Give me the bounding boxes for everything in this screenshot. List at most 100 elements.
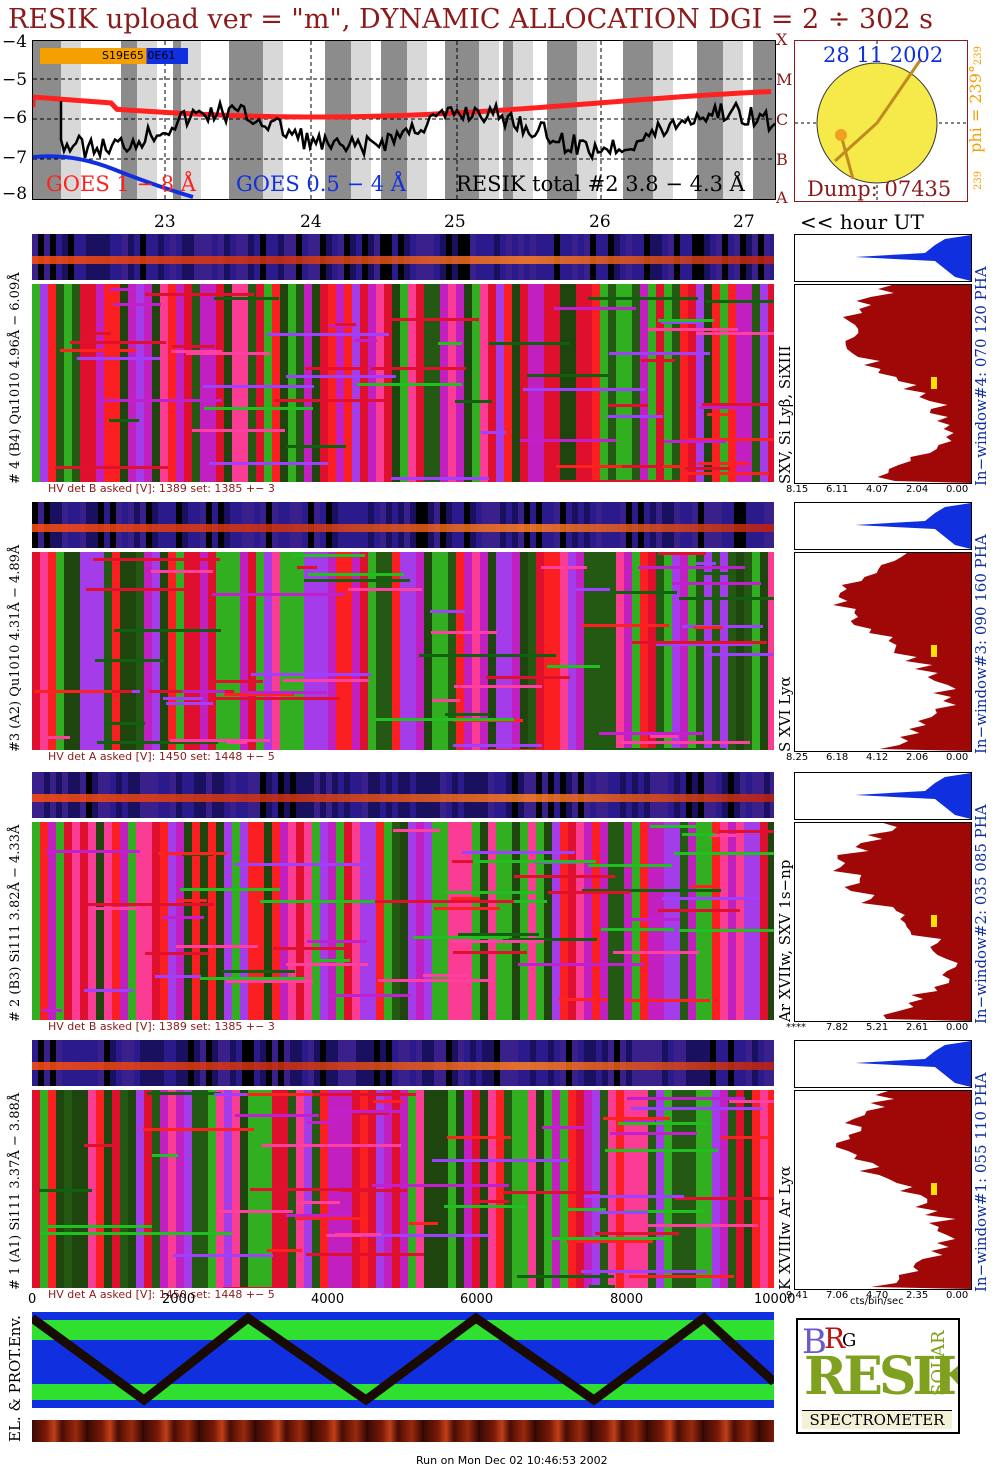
x-tick: 4000 <box>311 1292 345 1307</box>
phi-label: 239phi = 239°239 <box>966 46 985 190</box>
channel-4-spectrum-hist <box>794 284 972 484</box>
channel-2-hv: HV det B asked [V]: 1389 set: 1385 +− 3 <box>48 1020 275 1033</box>
hist-axis-tick: 2.04 <box>906 484 929 495</box>
y-tick: −5 <box>2 70 28 90</box>
resik-total-series <box>59 98 775 162</box>
x-tick: 0 <box>28 1292 37 1307</box>
logo-solar: SOLAR <box>928 1330 949 1396</box>
hist-axis-tick: 4.12 <box>866 752 889 763</box>
logo-g: G <box>842 1330 857 1351</box>
channel-3-hv: HV det A asked [V]: 1450 set: 1448 +− 5 <box>48 750 275 763</box>
goes-y-ticks: −4 −5 −6 −7 −8 <box>2 32 30 204</box>
class-c: C <box>776 110 789 129</box>
channel-3-line-label: S XVI Lyα <box>776 676 794 752</box>
hour-axis: 23 24 25 26 27 <box>32 200 774 234</box>
hist-axis-tick: 0.00 <box>946 1290 969 1301</box>
channel-4-line-label: SXV, Si Lyβ, SiXIII <box>776 345 794 484</box>
logo-b: B <box>802 1322 827 1362</box>
eclipse-band <box>697 41 723 199</box>
channel-2-window-label: In−window#2: 035 085 PHA <box>972 804 990 1024</box>
channel-2-line-label: Ar XVIIw, SXV 1s−np <box>776 859 794 1022</box>
y-tick: −8 <box>2 184 28 204</box>
goes-panel <box>32 40 776 200</box>
y-tick: −6 <box>2 108 28 128</box>
channel-2-spectrum-hist <box>794 822 972 1022</box>
hist-axis-tick: 0.00 <box>946 484 969 495</box>
channel-1-spectrum-hist <box>794 1090 972 1290</box>
flare-tag-text: S19E65 0E61 <box>102 49 176 62</box>
channel-2-label: # 2 (B3) Si111 3.82Å − 4.33Å <box>8 824 23 1022</box>
hour-tick: 25 <box>444 212 466 232</box>
channel-2-pha-hist <box>794 772 972 820</box>
goes-0-5-4-series <box>33 154 194 199</box>
hist-axis-tick: 4.07 <box>866 484 889 495</box>
sun-date: 28 11 2002 <box>823 43 944 67</box>
hour-tick: 24 <box>300 212 322 232</box>
channel-3-pha-hist <box>794 502 972 550</box>
env-plot <box>32 1312 774 1408</box>
legend-goes054: GOES 0.5 − 4 Å <box>236 172 406 196</box>
channel-1-strip <box>32 1040 774 1086</box>
dump-label: Dump: 07435 <box>807 177 952 201</box>
hist-axis-tick: 7.06 <box>826 1290 849 1301</box>
class-x: X <box>776 30 788 49</box>
class-m: M <box>776 70 793 89</box>
hour-tick: 26 <box>589 212 611 232</box>
hist-axis-tick: 0.00 <box>946 752 969 763</box>
sun-disc <box>795 41 967 201</box>
x-tick: 2000 <box>162 1292 196 1307</box>
eclipse-band <box>325 41 351 199</box>
eclipse-band <box>173 41 181 199</box>
logo-r: R <box>824 1322 846 1355</box>
channel-4-hv: HV det B asked [V]: 1389 set: 1385 +− 3 <box>48 482 275 495</box>
goes-lightcurve <box>33 41 775 199</box>
phi-top: 239 <box>973 46 984 66</box>
phi-text: phi = 239° <box>966 65 985 153</box>
goes-1-8-series <box>33 89 772 120</box>
hist-axis-tick: 6.11 <box>826 484 849 495</box>
hour-tick: 23 <box>154 212 176 232</box>
resik-logo: B R G RESIK SOLAR SPECTROMETER <box>796 1318 960 1434</box>
footer: Run on Mon Dec 02 10:46:53 2002 <box>416 1454 608 1467</box>
legend-resik: RESIK total #2 3.8 − 4.3 Å <box>456 172 745 196</box>
channel-4-pha-hist <box>794 234 972 282</box>
env-band <box>32 1320 774 1340</box>
channel-1-line-label: K XVIIIw Ar Lyα <box>776 1166 794 1290</box>
orbit-trace <box>32 1312 774 1406</box>
sun-panel: 28 11 2002 Dump: 07435 <box>794 40 968 202</box>
channel-1-window-label: In−window#1: 055 110 PHA <box>972 1072 990 1292</box>
env-label: EL. & PROT.Env. <box>6 1315 24 1442</box>
channel-1-hv: HV det A asked [V]: 1450 set: 1448 +− 5 <box>48 1288 275 1301</box>
env-colorbar <box>32 1420 774 1442</box>
class-b: B <box>776 150 788 169</box>
legend-goes18: GOES 1 − 8 Å <box>46 172 196 196</box>
flare-tag: S19E65 0E61 <box>40 48 188 64</box>
y-tick: −4 <box>2 32 28 52</box>
channel-3-spectrogram <box>32 552 774 750</box>
hist-axis-tick: 2.06 <box>906 752 929 763</box>
goes-class-labels: X M C B A <box>776 30 794 207</box>
eclipse-band <box>33 41 61 199</box>
class-a: A <box>776 188 788 207</box>
channel-4-spectrogram <box>32 284 774 482</box>
hist-axis-tick: 7.82 <box>826 1022 849 1033</box>
channel-4-window-label: In−window#4: 070 120 PHA <box>972 266 990 486</box>
logo-resik: RESIK <box>804 1346 960 1407</box>
channel-1-label: # 1 (A1) Si111 3.37Å − 3.88Å <box>8 1092 23 1290</box>
channel-2-spectrogram <box>32 822 774 1020</box>
channel-4-strip <box>32 234 774 280</box>
channel-3-label: #3 (A2) Qu1010 4.31Å − 4.89Å <box>8 544 23 752</box>
x-tick: 8000 <box>610 1292 644 1307</box>
logo-spectrometer: SPECTROMETER <box>802 1410 952 1429</box>
x-tick: 10000 <box>754 1292 796 1307</box>
hist-axis-tick: 8.15 <box>786 484 809 495</box>
channel-1-pha-hist <box>794 1040 972 1088</box>
hour-label: << hour UT <box>800 210 924 234</box>
eclipse-band <box>753 41 775 199</box>
hist-axis-tick: 4.70 <box>866 1290 889 1301</box>
hist-axis-tick: **** <box>786 1022 806 1033</box>
x-axis: 0 2000 4000 6000 8000 10000 <box>28 1290 796 1310</box>
hist-axis-tick: 0.00 <box>946 1022 969 1033</box>
channel-2-strip <box>32 772 774 818</box>
channel-3-strip <box>32 502 774 548</box>
